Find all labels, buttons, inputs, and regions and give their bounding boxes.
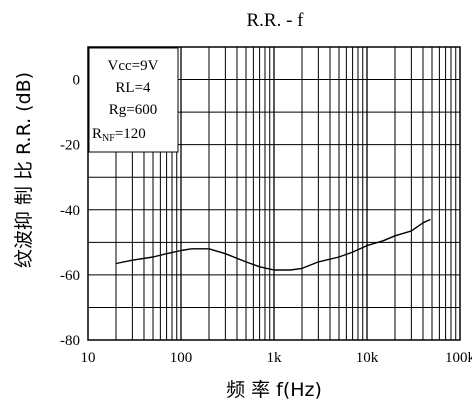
annotation-rnf-value: =120 xyxy=(115,126,146,142)
y-axis-label: 纹波抑 制 比 R.R. (dB) xyxy=(13,72,35,268)
x-tick-label: 10k xyxy=(356,350,379,366)
y-tick-label: -20 xyxy=(60,138,80,154)
x-tick-label: 100k xyxy=(445,350,472,366)
series-layer xyxy=(115,218,431,271)
y-tick-label: -60 xyxy=(60,268,80,284)
y-tick-label: -40 xyxy=(60,203,80,219)
conditions-box-bg xyxy=(88,47,179,153)
annotation-rnf-sub: NF xyxy=(102,133,115,144)
x-tick-label: 100 xyxy=(170,350,193,366)
conditions-box: Vcc=9V RL=4 Rg=600 RNF=120 xyxy=(88,47,179,153)
x-axis-label: 频 率 f(Hz) xyxy=(226,379,322,401)
annotation-rnf-prefix: R xyxy=(92,126,102,142)
annotation-vcc: Vcc=9V xyxy=(108,58,159,74)
y-tick-label: 0 xyxy=(73,73,81,89)
chart-title: R.R. - f xyxy=(247,10,305,31)
x-tick-labels: 10 100 1k 10k 100k xyxy=(81,350,472,366)
x-tick-label: 1k xyxy=(267,350,283,366)
annotation-rl: RL=4 xyxy=(115,80,151,96)
x-tick-label: 10 xyxy=(81,350,96,366)
annotation-rg: Rg=600 xyxy=(109,102,157,118)
series-line xyxy=(115,218,431,271)
y-tick-label: -80 xyxy=(60,333,80,349)
annotation-rnf: RNF=120 xyxy=(92,126,146,144)
y-tick-labels: 0 -20 -40 -60 -80 xyxy=(60,73,80,349)
plot-frame xyxy=(87,46,461,341)
